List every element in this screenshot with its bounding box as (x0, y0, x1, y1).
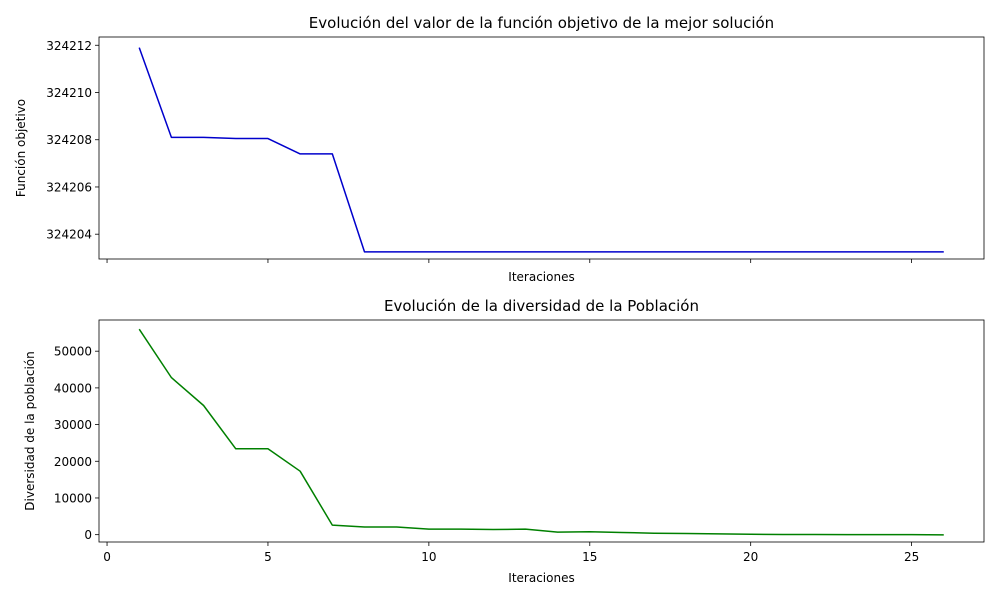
y-tick-label: 50000 (54, 345, 92, 359)
y-tick-label: 324208 (46, 133, 92, 147)
y-tick-label: 10000 (54, 491, 92, 505)
x-tick-label: 25 (904, 550, 919, 564)
y-tick-label: 324210 (46, 86, 92, 100)
y-tick-label: 324204 (46, 228, 92, 242)
y-axis-label: Diversidad de la población (23, 351, 37, 510)
y-axis-label: Función objetivo (14, 99, 28, 197)
chart-title: Evolución de la diversidad de la Poblaci… (384, 297, 699, 315)
plot-area: 0 5 10 15 20 25 0 10000 20000 30000 40000 50000 (54, 319, 985, 564)
x-tick-label: 10 (421, 550, 436, 564)
x-axis-label: Iteraciones (508, 571, 574, 585)
axes-frame (98, 36, 985, 260)
y-tick-label: 20000 (54, 455, 92, 469)
x-axis-label: Iteraciones (508, 270, 574, 284)
series-line (138, 47, 944, 253)
chart-title: Evolución del valor de la función objeti… (309, 14, 774, 32)
y-tick-label: 40000 (54, 381, 92, 395)
y-tick-label: 0 (84, 528, 92, 542)
y-tick-label: 30000 (54, 418, 92, 432)
x-tick-label: 20 (743, 550, 758, 564)
x-tick-label: 5 (264, 550, 272, 564)
x-tick-label: 0 (103, 550, 111, 564)
y-tick-label: 324206 (46, 180, 92, 194)
series-line (138, 328, 944, 536)
axes-frame (98, 319, 985, 543)
subplot-objective: Evolución del valor de la función objeti… (14, 14, 985, 284)
x-tick-label: 15 (582, 550, 597, 564)
y-tick-label: 324212 (46, 39, 92, 53)
subplot-diversity: Evolución de la diversidad de la Poblaci… (23, 297, 985, 585)
plot-area: 324204 324206 324208 324210 324212 (46, 36, 985, 263)
